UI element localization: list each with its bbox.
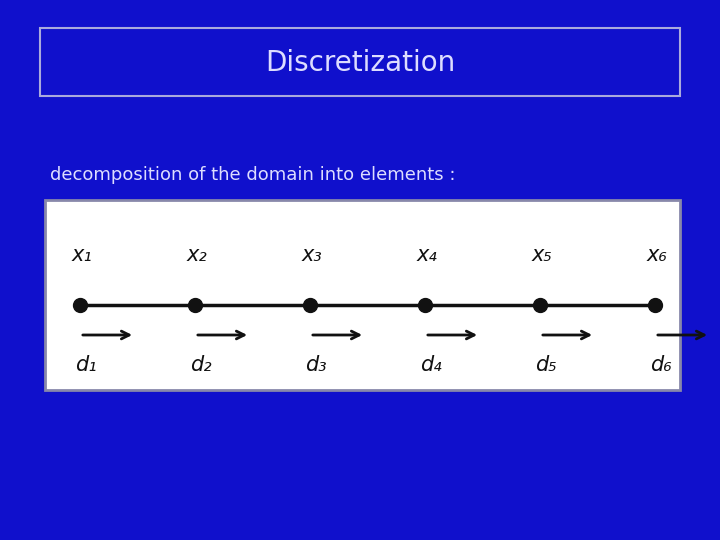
Bar: [40, 28, 680, 96]
Text: x₁: x₁: [72, 245, 93, 265]
Text: Discretization: Discretization: [265, 49, 455, 77]
Text: d₄: d₄: [420, 355, 441, 375]
Text: x₆: x₆: [647, 245, 667, 265]
Text: d₃: d₃: [305, 355, 327, 375]
Text: x₂: x₂: [187, 245, 208, 265]
Text: x₄: x₄: [417, 245, 438, 265]
Text: x₃: x₃: [302, 245, 323, 265]
Text: d₁: d₁: [75, 355, 96, 375]
Text: decomposition of the domain into elements :: decomposition of the domain into element…: [50, 166, 456, 184]
Text: d₆: d₆: [650, 355, 672, 375]
Text: x₅: x₅: [532, 245, 553, 265]
Text: d₂: d₂: [190, 355, 212, 375]
Text: d₅: d₅: [535, 355, 557, 375]
Bar: [45, 200, 680, 390]
